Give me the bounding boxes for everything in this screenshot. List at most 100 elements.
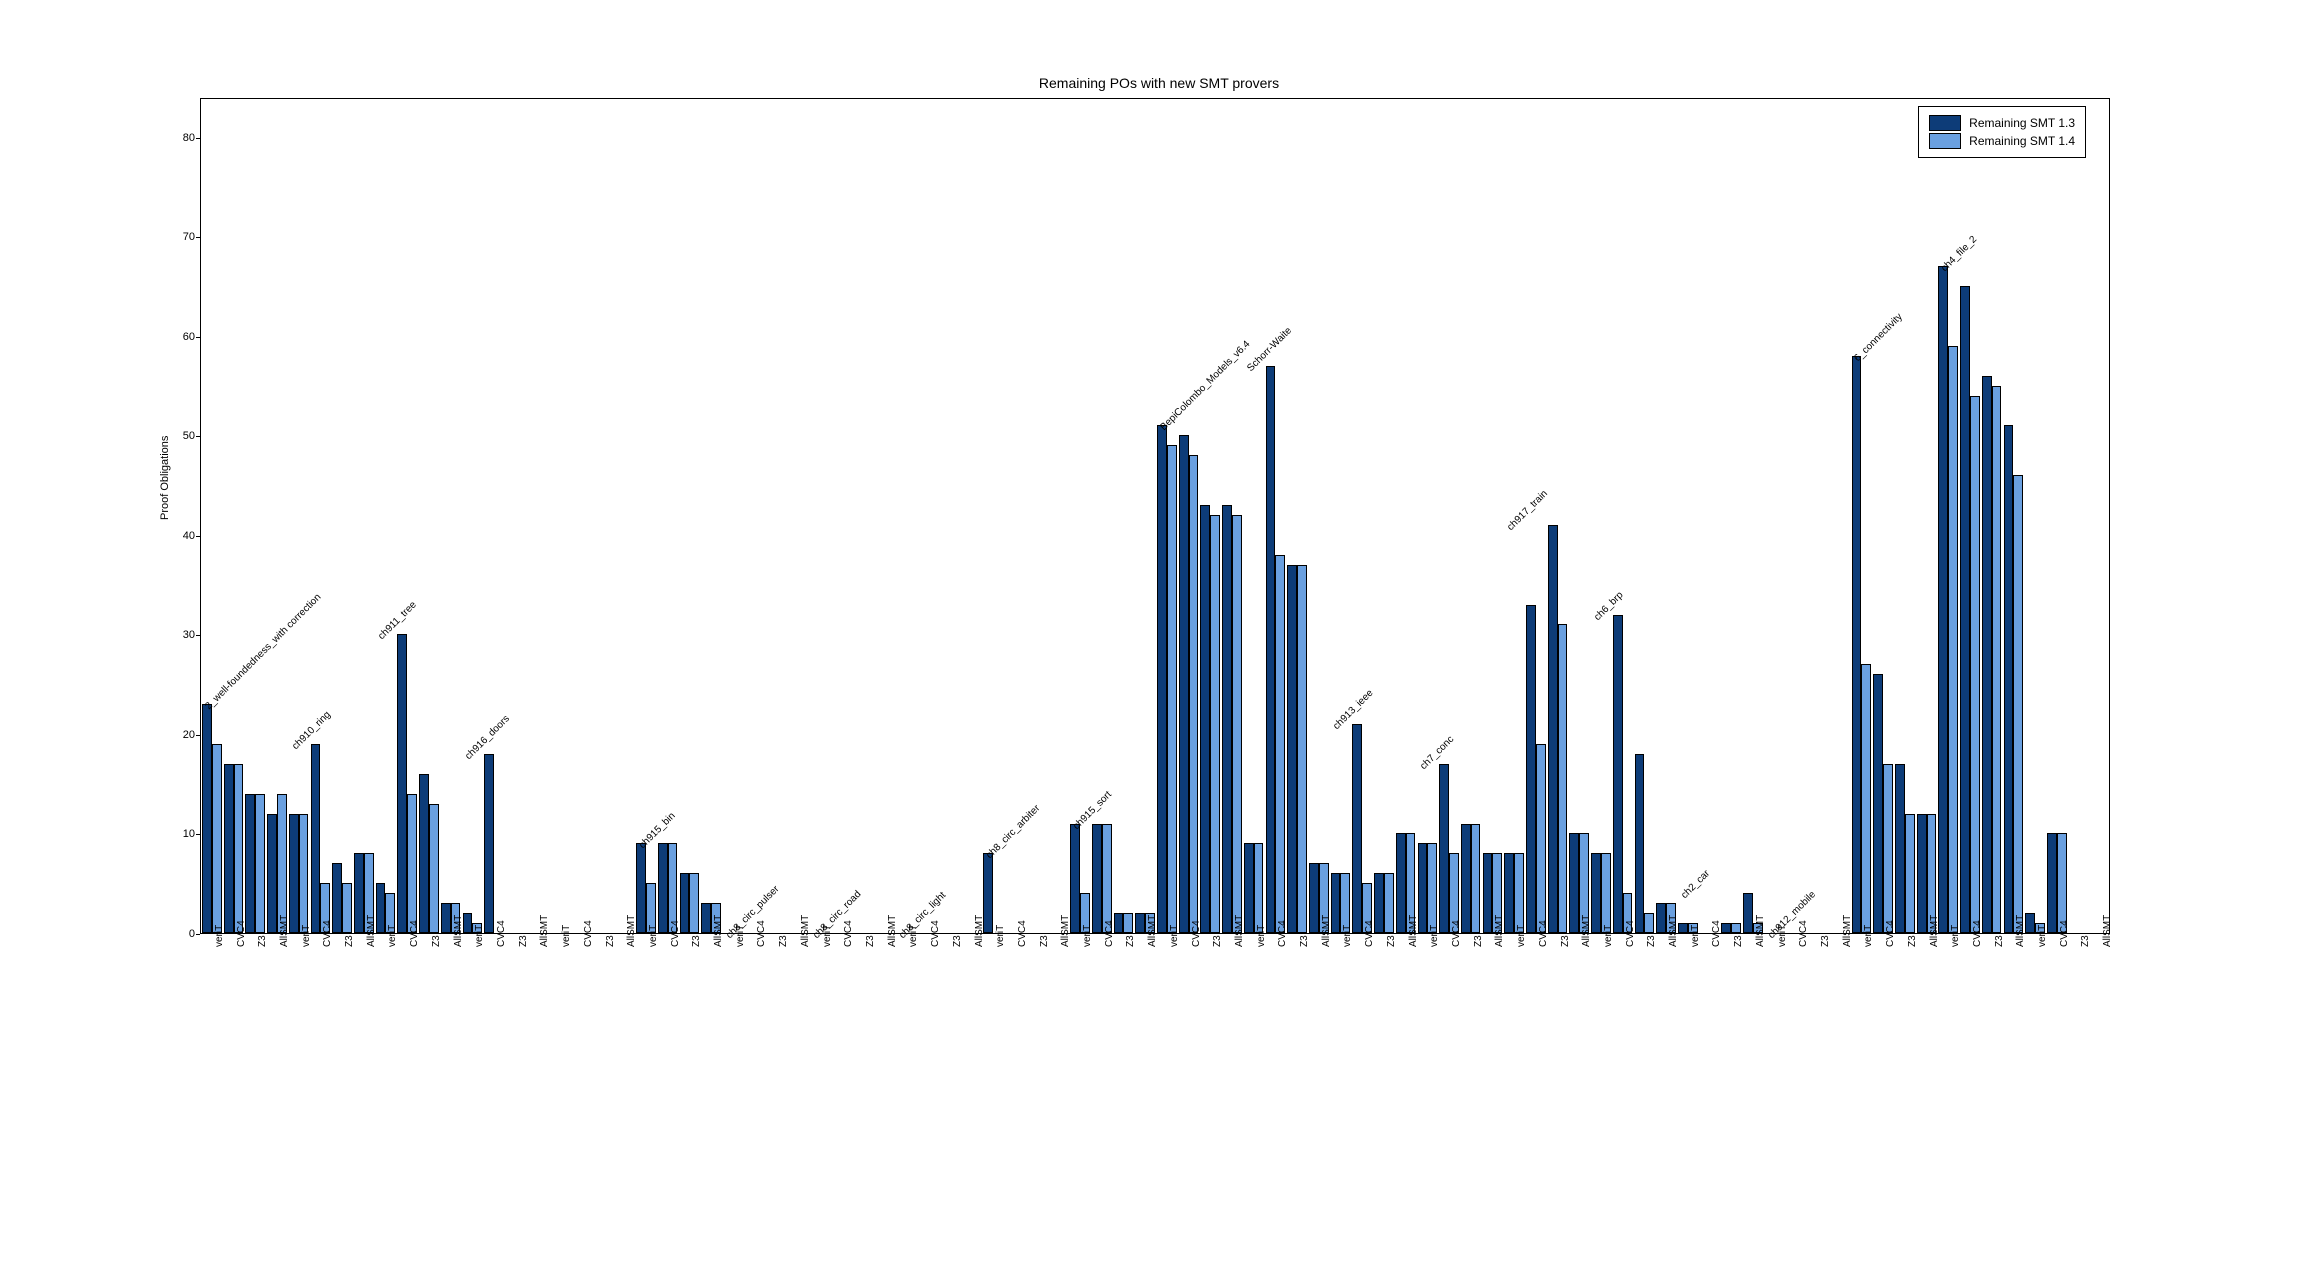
x-tick-label: Z3 bbox=[1733, 935, 1744, 947]
x-tick-label: Z3 bbox=[778, 935, 789, 947]
bar-smt14 bbox=[1384, 873, 1394, 933]
bar-smt13 bbox=[701, 903, 711, 933]
bar-smt13 bbox=[484, 754, 494, 933]
bar-smt13 bbox=[1114, 913, 1124, 933]
bar-smt14 bbox=[277, 794, 287, 933]
legend-color-box bbox=[1929, 115, 1961, 131]
x-tick-label: AllSMT bbox=[1494, 915, 1505, 947]
x-tick-label: veriT bbox=[561, 925, 572, 947]
x-tick-label: CVC4 bbox=[1711, 920, 1722, 947]
bar-smt14 bbox=[429, 804, 439, 933]
bar-smt13 bbox=[1960, 286, 1970, 933]
x-tick-label: CVC4 bbox=[236, 920, 247, 947]
bar-smt13 bbox=[376, 883, 386, 933]
x-tick-label: AllSMT bbox=[2102, 915, 2113, 947]
bar-smt13 bbox=[1157, 425, 1167, 933]
x-tick-label: veriT bbox=[1603, 925, 1614, 947]
bar-smt14 bbox=[1254, 843, 1264, 933]
bar-smt13 bbox=[1092, 824, 1102, 933]
x-tick-label: AllSMT bbox=[800, 915, 811, 947]
bar-smt13 bbox=[1569, 833, 1579, 933]
bar-smt13 bbox=[1461, 824, 1471, 933]
bar-smt13 bbox=[267, 814, 277, 933]
bar-smt13 bbox=[1938, 266, 1948, 933]
bar-smt14 bbox=[1167, 445, 1177, 933]
bar-smt14 bbox=[1275, 555, 1285, 933]
x-tick-label: CVC4 bbox=[1451, 920, 1462, 947]
legend-item: Remaining SMT 1.3 bbox=[1929, 115, 2075, 131]
bar-smt13 bbox=[224, 764, 234, 933]
bar-smt14 bbox=[407, 794, 417, 933]
x-tick-label: AllSMT bbox=[974, 915, 985, 947]
x-tick-label: CVC4 bbox=[583, 920, 594, 947]
x-tick-label: AllSMT bbox=[887, 915, 898, 947]
y-tick-label: 10 bbox=[175, 828, 195, 840]
legend-label: Remaining SMT 1.4 bbox=[1969, 134, 2075, 148]
bar-smt13 bbox=[1222, 505, 1232, 933]
y-tick-label: 50 bbox=[175, 430, 195, 442]
chart-title: Remaining POs with new SMT provers bbox=[20, 75, 2298, 91]
bar-smt13 bbox=[397, 634, 407, 933]
x-tick-label: veriT bbox=[387, 925, 398, 947]
bar-smt14 bbox=[1514, 853, 1524, 933]
bar-smt13 bbox=[1504, 853, 1514, 933]
bar-smt13 bbox=[2004, 425, 2014, 933]
bar-smt13 bbox=[1743, 893, 1753, 933]
bar-smt14 bbox=[1123, 913, 1133, 933]
y-tick-mark bbox=[196, 735, 200, 736]
x-tick-label: Z3 bbox=[605, 935, 616, 947]
bar-smt13 bbox=[1982, 376, 1992, 933]
x-tick-label: AllSMT bbox=[1755, 915, 1766, 947]
bar-smt13 bbox=[1873, 674, 1883, 933]
bar-smt14 bbox=[1232, 515, 1242, 933]
bar-smt14 bbox=[1948, 346, 1958, 933]
bar-smt14 bbox=[1601, 853, 1611, 933]
x-tick-label: Z3 bbox=[1125, 935, 1136, 947]
bar-smt13 bbox=[1179, 435, 1189, 933]
x-tick-label: veriT bbox=[474, 925, 485, 947]
x-tick-label: Z3 bbox=[1820, 935, 1831, 947]
x-tick-label: veriT bbox=[2037, 925, 2048, 947]
x-tick-label: AllSMT bbox=[539, 915, 550, 947]
plot-area bbox=[200, 98, 2110, 934]
x-tick-label: veriT bbox=[1950, 925, 1961, 947]
x-tick-label: AllSMT bbox=[713, 915, 724, 947]
bar-smt14 bbox=[1297, 565, 1307, 933]
x-tick-label: CVC4 bbox=[1885, 920, 1896, 947]
bar-smt13 bbox=[202, 704, 212, 933]
y-tick-label: 20 bbox=[175, 729, 195, 741]
x-tick-label: Z3 bbox=[691, 935, 702, 947]
legend-label: Remaining SMT 1.3 bbox=[1969, 116, 2075, 130]
bar-smt13 bbox=[1678, 923, 1688, 933]
x-tick-label: Z3 bbox=[1386, 935, 1397, 947]
x-tick-label: AllSMT bbox=[453, 915, 464, 947]
x-tick-label: Z3 bbox=[431, 935, 442, 947]
bar-smt13 bbox=[1070, 824, 1080, 933]
x-tick-label: CVC4 bbox=[1277, 920, 1288, 947]
y-tick-label: 0 bbox=[175, 928, 195, 940]
legend-color-box bbox=[1929, 133, 1961, 149]
x-tick-label: Z3 bbox=[344, 935, 355, 947]
bar-smt14 bbox=[1731, 923, 1741, 933]
x-tick-label: veriT bbox=[648, 925, 659, 947]
bar-smt14 bbox=[234, 764, 244, 933]
bar-smt13 bbox=[1266, 366, 1276, 933]
x-tick-label: CVC4 bbox=[1538, 920, 1549, 947]
y-tick-mark bbox=[196, 635, 200, 636]
x-tick-label: Z3 bbox=[1646, 935, 1657, 947]
x-tick-label: CVC4 bbox=[1364, 920, 1375, 947]
y-tick-mark bbox=[196, 237, 200, 238]
x-tick-label: Z3 bbox=[1907, 935, 1918, 947]
x-tick-label: veriT bbox=[1863, 925, 1874, 947]
x-tick-label: Z3 bbox=[1560, 935, 1571, 947]
x-tick-label: CVC4 bbox=[1017, 920, 1028, 947]
bar-smt13 bbox=[289, 814, 299, 933]
bar-smt14 bbox=[342, 883, 352, 933]
x-tick-label: Z3 bbox=[1039, 935, 1050, 947]
bar-smt13 bbox=[1526, 605, 1536, 933]
y-tick-label: 30 bbox=[175, 629, 195, 641]
x-tick-label: AllSMT bbox=[366, 915, 377, 947]
bar-smt13 bbox=[2025, 913, 2035, 933]
x-tick-label: Z3 bbox=[952, 935, 963, 947]
bar-smt14 bbox=[299, 814, 309, 933]
